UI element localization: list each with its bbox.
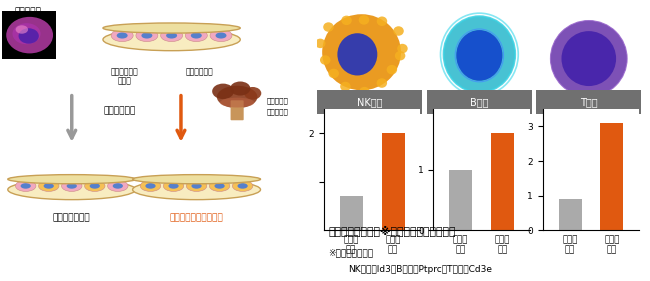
Bar xyxy=(382,133,404,230)
Bar xyxy=(1,11,56,59)
Ellipse shape xyxy=(395,51,406,60)
Ellipse shape xyxy=(84,180,105,191)
Ellipse shape xyxy=(12,23,40,44)
Ellipse shape xyxy=(191,33,202,38)
Ellipse shape xyxy=(112,183,123,189)
Ellipse shape xyxy=(142,33,152,38)
Text: ４～７日培養: ４～７日培養 xyxy=(104,106,136,115)
Bar xyxy=(340,196,363,230)
Ellipse shape xyxy=(323,22,333,32)
Ellipse shape xyxy=(220,98,254,107)
Text: リンパ球に分化: リンパ球に分化 xyxy=(53,213,90,222)
Ellipse shape xyxy=(230,81,250,96)
Bar xyxy=(491,133,514,230)
Text: NK細胞：Id3、B細胞：Ptprc、T細胞：Cd3e: NK細胞：Id3、B細胞：Ptprc、T細胞：Cd3e xyxy=(348,265,493,274)
Ellipse shape xyxy=(456,30,502,81)
Text: T細胞: T細胞 xyxy=(580,97,597,107)
Ellipse shape xyxy=(133,175,261,184)
Ellipse shape xyxy=(187,180,207,191)
Text: エキス添加: エキス添加 xyxy=(266,108,289,115)
Ellipse shape xyxy=(209,180,230,191)
Ellipse shape xyxy=(322,14,401,90)
Ellipse shape xyxy=(168,183,179,189)
FancyBboxPatch shape xyxy=(231,100,244,120)
Ellipse shape xyxy=(62,180,82,191)
Ellipse shape xyxy=(19,28,39,44)
Text: B細胞: B細胞 xyxy=(470,97,489,107)
Ellipse shape xyxy=(320,55,330,65)
Ellipse shape xyxy=(192,183,202,189)
Ellipse shape xyxy=(103,23,240,33)
Ellipse shape xyxy=(163,180,184,191)
Ellipse shape xyxy=(8,180,136,200)
Ellipse shape xyxy=(210,30,232,42)
Ellipse shape xyxy=(21,183,31,189)
Ellipse shape xyxy=(8,175,136,184)
Ellipse shape xyxy=(216,33,226,38)
Ellipse shape xyxy=(212,83,234,99)
Ellipse shape xyxy=(444,16,515,92)
Bar xyxy=(536,90,642,114)
Ellipse shape xyxy=(67,183,77,189)
Bar xyxy=(449,170,472,230)
Ellipse shape xyxy=(244,87,261,100)
Ellipse shape xyxy=(387,65,397,74)
Ellipse shape xyxy=(562,31,616,86)
Ellipse shape xyxy=(90,183,100,189)
Ellipse shape xyxy=(337,33,377,76)
Ellipse shape xyxy=(393,26,404,36)
Text: リンパ球への分化促進: リンパ球への分化促進 xyxy=(170,213,224,222)
Ellipse shape xyxy=(328,69,339,78)
Ellipse shape xyxy=(38,180,59,191)
Ellipse shape xyxy=(6,17,53,53)
Ellipse shape xyxy=(44,183,54,189)
Ellipse shape xyxy=(117,33,127,38)
Ellipse shape xyxy=(397,44,408,53)
Text: 亜臨界霊芦: 亜臨界霊芦 xyxy=(266,97,289,104)
Ellipse shape xyxy=(166,33,177,38)
Ellipse shape xyxy=(16,180,36,191)
Ellipse shape xyxy=(185,30,207,42)
Ellipse shape xyxy=(214,183,225,189)
Ellipse shape xyxy=(111,30,133,42)
Ellipse shape xyxy=(237,183,248,189)
Ellipse shape xyxy=(133,180,261,200)
Text: 造血幹細胞様: 造血幹細胞様 xyxy=(111,67,138,76)
Ellipse shape xyxy=(377,17,387,26)
Ellipse shape xyxy=(146,183,155,189)
Bar xyxy=(601,123,623,230)
Ellipse shape xyxy=(233,180,253,191)
Bar xyxy=(427,90,532,114)
Ellipse shape xyxy=(359,15,369,25)
Text: 分化誘導培地: 分化誘導培地 xyxy=(186,67,214,76)
Text: 造血幹細胞: 造血幹細胞 xyxy=(15,7,42,16)
Ellipse shape xyxy=(161,30,183,42)
Ellipse shape xyxy=(359,87,370,96)
Bar xyxy=(317,90,422,114)
Ellipse shape xyxy=(16,25,28,34)
Text: マーカー遣伝子（※）発現量　（相対値）: マーカー遣伝子（※）発現量 （相対値） xyxy=(328,225,456,236)
Ellipse shape xyxy=(108,180,128,191)
Bar xyxy=(558,199,582,230)
Ellipse shape xyxy=(551,21,627,97)
Ellipse shape xyxy=(103,28,240,51)
Ellipse shape xyxy=(315,38,326,48)
Text: NK細胞: NK細胞 xyxy=(358,97,383,107)
Ellipse shape xyxy=(136,30,158,42)
Text: 細胞株: 細胞株 xyxy=(118,76,132,85)
Ellipse shape xyxy=(217,86,257,108)
Ellipse shape xyxy=(341,16,352,25)
Ellipse shape xyxy=(340,82,350,91)
Ellipse shape xyxy=(376,78,387,88)
Ellipse shape xyxy=(140,180,161,191)
Text: ※マーカー遣伝子: ※マーカー遣伝子 xyxy=(328,248,374,257)
